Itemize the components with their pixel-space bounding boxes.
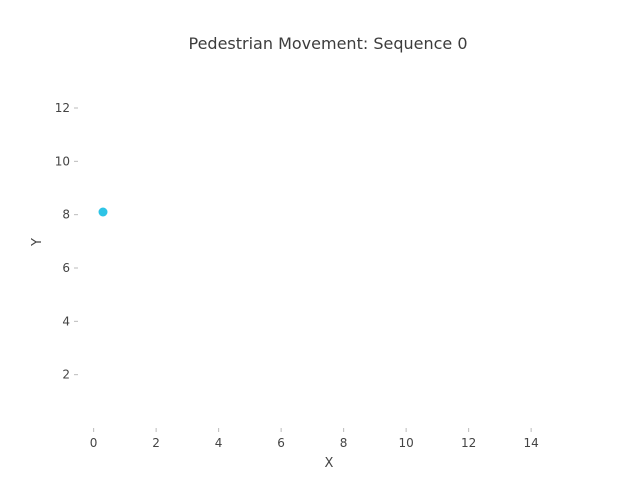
y-axis: 2 4 6 8 10 12 — [55, 101, 78, 382]
y-tick-label: 4 — [62, 314, 70, 328]
x-tick-label: 8 — [340, 436, 348, 450]
x-tick-label: 6 — [277, 436, 285, 450]
x-tick-label: 14 — [523, 436, 538, 450]
y-tick-label: 12 — [55, 101, 70, 115]
data-points — [98, 207, 108, 217]
chart-title: Pedestrian Movement: Sequence 0 — [189, 34, 468, 53]
y-axis-title: Y — [30, 238, 45, 247]
x-tick-label: 4 — [215, 436, 223, 450]
x-tick-label: 12 — [461, 436, 476, 450]
y-tick-label: 2 — [62, 368, 70, 382]
x-axis-title: X — [325, 456, 334, 471]
pedestrian-point — [98, 207, 108, 217]
y-tick-label: 6 — [62, 261, 70, 275]
x-tick-label: 10 — [398, 436, 413, 450]
y-tick-label: 8 — [62, 208, 70, 222]
x-tick-label: 2 — [152, 436, 160, 450]
x-tick-label: 0 — [90, 436, 98, 450]
y-tick-label: 10 — [55, 154, 70, 168]
x-axis: 0 2 4 6 8 10 12 14 — [90, 428, 539, 450]
